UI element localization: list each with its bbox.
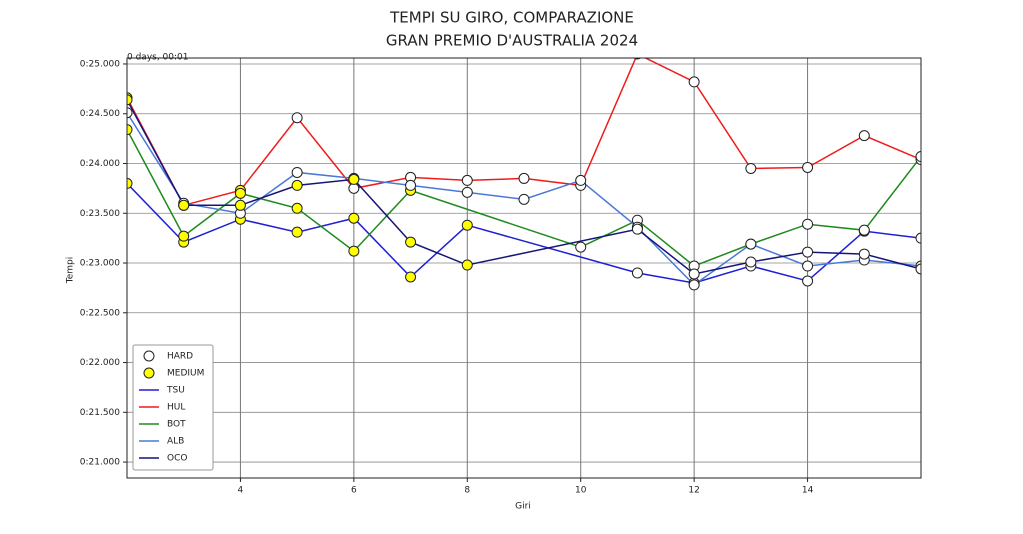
tyre-marker: [234, 187, 246, 199]
y-tick-label: 0:22.500: [80, 308, 121, 318]
tyre-marker: [405, 179, 417, 191]
tyre-marker: [688, 279, 700, 291]
x-tick-label: 4: [238, 486, 244, 496]
tyre-marker: [802, 161, 814, 173]
tyre-marker: [461, 186, 473, 198]
y-tick-label: 0:21.500: [80, 408, 121, 418]
tyre-marker: [745, 238, 757, 250]
tyre-marker: [688, 76, 700, 88]
plot-area: [127, 58, 921, 291]
tyre-marker: [631, 267, 643, 279]
tyre-marker: [348, 245, 360, 257]
y-tick-label: 0:23.000: [80, 259, 121, 269]
x-tick-label: 12: [688, 486, 699, 496]
y-tick-label: 0:25.000: [80, 59, 121, 69]
tyre-marker: [518, 172, 530, 184]
tyre-marker: [631, 223, 643, 235]
tyre-marker: [518, 193, 530, 205]
tyre-marker: [745, 162, 757, 174]
tyre-marker: [858, 130, 870, 142]
tyre-marker: [802, 260, 814, 272]
tyre-marker: [745, 256, 757, 268]
x-axis-label: Giri: [515, 502, 531, 512]
legend-label: TSU: [166, 386, 185, 396]
tyre-marker: [291, 202, 303, 214]
tyre-marker: [348, 173, 360, 185]
x-tick-label: 8: [464, 486, 470, 496]
legend-label: HARD: [167, 352, 193, 362]
y-tick-label: 0:22.000: [80, 358, 121, 368]
x-tick-label: 10: [575, 486, 587, 496]
tyre-marker: [802, 246, 814, 258]
tyre-marker: [405, 271, 417, 283]
tyre-marker: [291, 166, 303, 178]
tyre-marker: [291, 179, 303, 191]
y-tick-label: 0:21.000: [80, 458, 121, 468]
legend-label: MEDIUM: [167, 369, 204, 379]
tyre-marker: [915, 151, 921, 163]
legend-label: ALB: [167, 437, 184, 447]
tyre-marker: [461, 174, 473, 186]
tyre-marker: [802, 218, 814, 230]
legend-label: HUL: [167, 403, 185, 413]
y-tick-label: 0:24.500: [80, 109, 121, 119]
x-tick-label: 6: [351, 486, 357, 496]
tyre-marker: [461, 219, 473, 231]
tyre-marker: [291, 112, 303, 124]
legend-label: BOT: [167, 420, 186, 430]
tyre-marker: [915, 232, 921, 244]
tyre-marker: [461, 259, 473, 271]
y-tick-label: 0:24.000: [80, 159, 121, 169]
y-axis-label: Tempi: [66, 257, 76, 285]
tyre-marker: [915, 263, 921, 275]
legend-marker: [143, 350, 155, 362]
chart-subtitle: GRAN PREMIO D'AUSTRALIA 2024: [386, 32, 638, 50]
tyre-marker: [348, 212, 360, 224]
tyre-marker: [575, 241, 587, 253]
axes: 0:21.000 0:21.500 0:22.000 0:22.500 0:23.000…: [80, 59, 814, 495]
x-tick-label: 14: [802, 486, 814, 496]
tyre-marker: [802, 275, 814, 287]
series-line: [127, 99, 921, 275]
tyre-marker: [291, 226, 303, 238]
tyre-marker: [575, 174, 587, 186]
legend-label: OCO: [167, 454, 187, 464]
tyre-marker: [127, 124, 133, 136]
grid: [127, 58, 921, 478]
tyre-marker: [127, 94, 133, 106]
legend-marker: [143, 367, 155, 379]
tyre-marker: [178, 230, 190, 242]
tyre-marker: [688, 268, 700, 280]
y-tick-label: 0:23.500: [80, 209, 121, 219]
plot-frame: [126, 57, 922, 479]
chart-title: TEMPI SU GIRO, COMPARAZIONE: [389, 9, 634, 27]
tyre-marker: [127, 177, 133, 189]
tyre-marker: [405, 236, 417, 248]
tyre-marker: [858, 224, 870, 236]
tyre-marker: [858, 248, 870, 260]
legend: HARD MEDIUM TSU HUL BOT ALB OCO: [132, 344, 214, 471]
tyre-marker: [178, 199, 190, 211]
tyre-marker: [234, 199, 246, 211]
tyre-marker: [127, 107, 133, 119]
